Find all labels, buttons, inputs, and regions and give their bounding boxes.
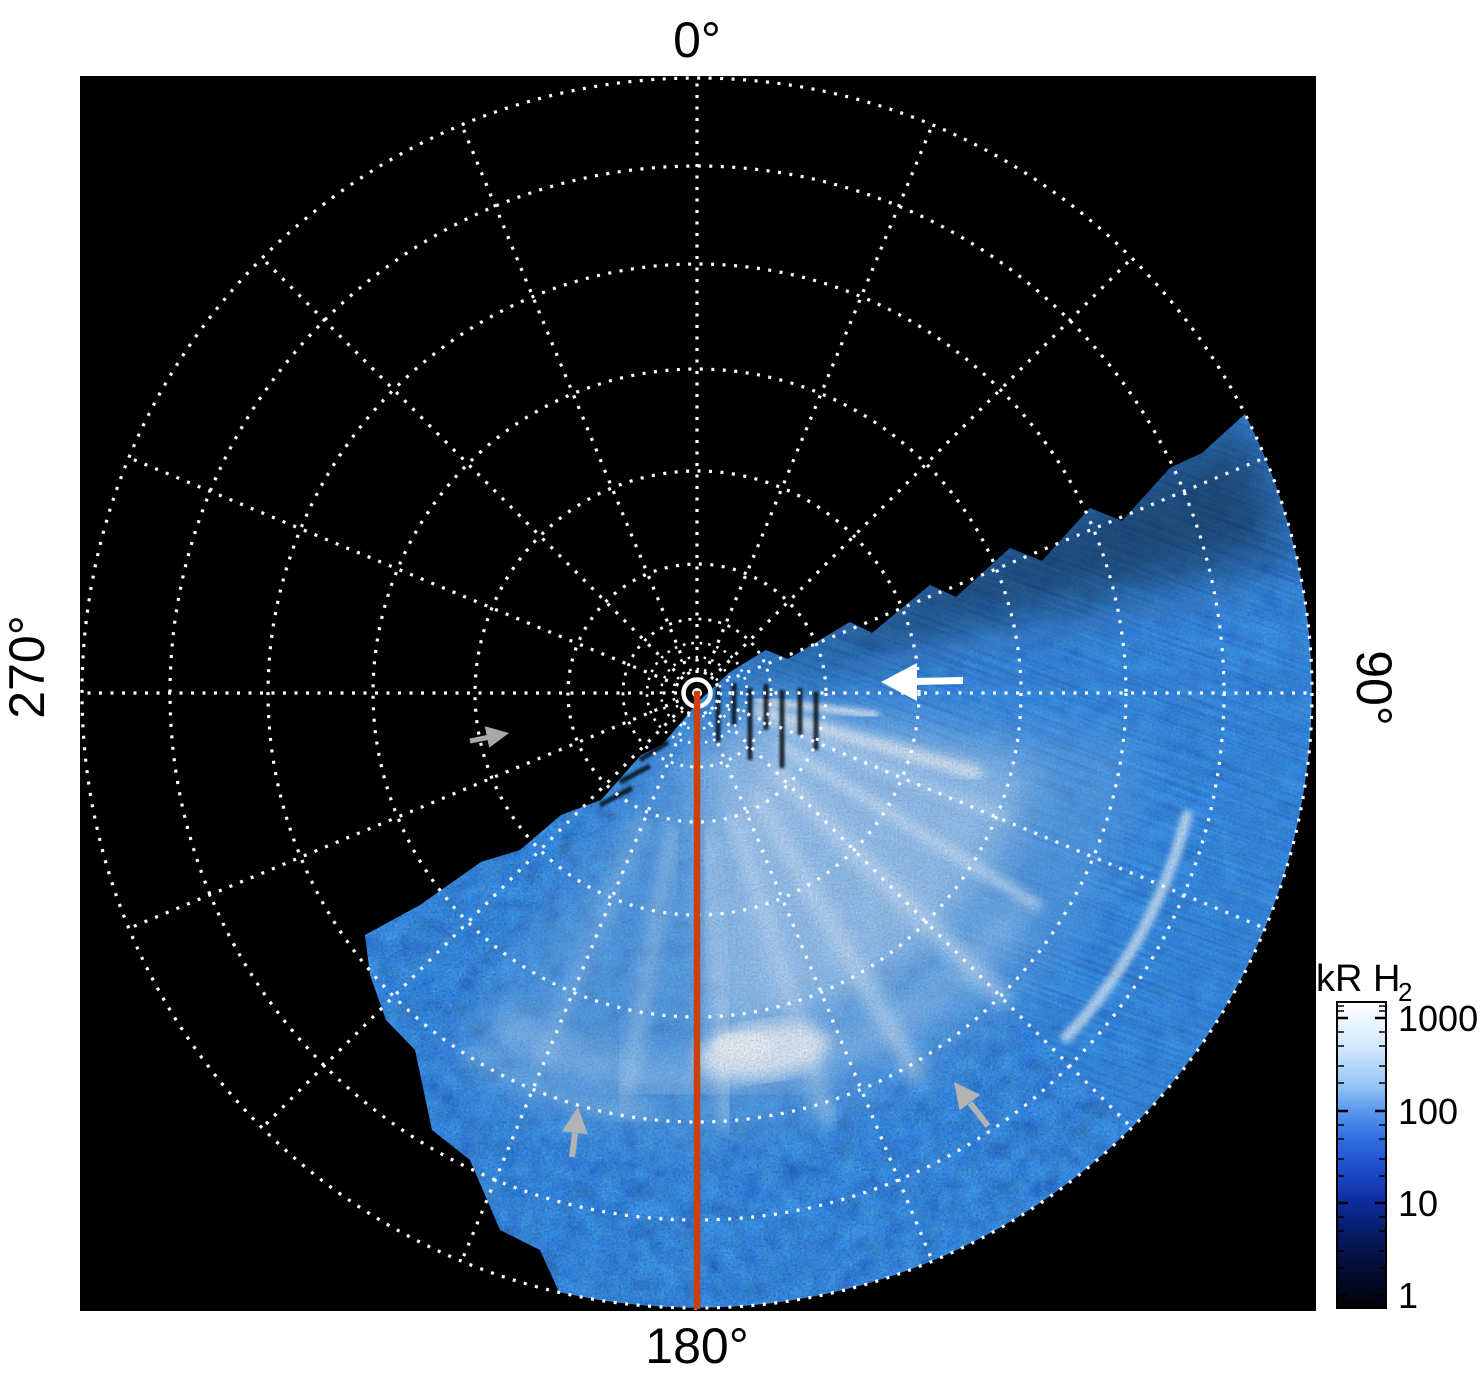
gray-arrow-up-left (954, 1082, 991, 1128)
colorbar-tick-1: 1 (1398, 1275, 1418, 1316)
colorbar-title-subscript: 2 (1398, 977, 1412, 1007)
gray-arrow-up (562, 1107, 588, 1158)
angle-label-90: 90° (1346, 650, 1402, 726)
colorbar-tick-100: 100 (1398, 1091, 1458, 1132)
colorbar-tick-10: 10 (1398, 1183, 1438, 1224)
colorbar-minor-ticks (1337, 1005, 1386, 1269)
colorbar-gradient (1336, 1001, 1387, 1309)
colorbar: kR H 2 1000 100 10 1 (1316, 958, 1478, 1316)
colorbar-tick-1000: 1000 (1398, 998, 1478, 1039)
gray-arrow-right (469, 726, 509, 748)
white-arrow-left (881, 663, 964, 701)
colorbar-title: kR H (1316, 958, 1400, 1000)
angle-label-180: 180° (645, 1318, 748, 1374)
angle-label-270: 270° (0, 615, 55, 718)
colorbar-major-ticks (1337, 1016, 1386, 1297)
annotation-arrows (469, 663, 991, 1158)
angle-label-0: 0° (673, 12, 721, 68)
